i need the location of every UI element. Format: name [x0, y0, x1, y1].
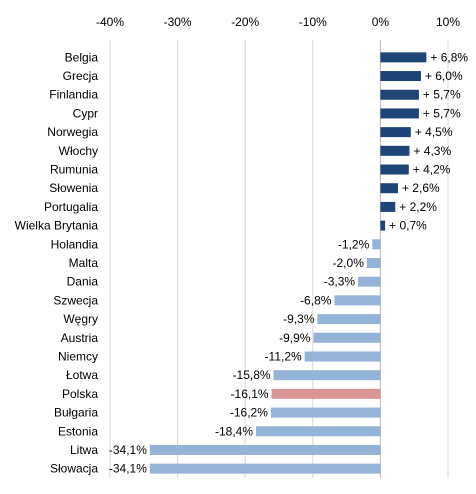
value-label: -16,2%	[230, 406, 268, 420]
bar	[271, 388, 381, 399]
category-label: Norwegia	[47, 125, 98, 139]
x-tick-label: 0%	[372, 15, 390, 29]
value-label: -6,8%	[300, 293, 332, 307]
bar	[304, 351, 381, 362]
category-label: Grecja	[63, 69, 99, 83]
value-label: + 5,7%	[423, 106, 461, 120]
bar	[380, 145, 410, 156]
bar	[149, 444, 381, 455]
value-label: -34,1%	[109, 462, 147, 476]
value-label: -16,1%	[231, 387, 269, 401]
x-tick-label: -10%	[299, 15, 327, 29]
category-label: Cypr	[73, 106, 98, 120]
category-label: Portugalia	[44, 200, 98, 214]
bar	[149, 463, 381, 474]
category-label: Szwecja	[53, 293, 98, 307]
bar	[380, 220, 386, 231]
bar	[380, 127, 411, 138]
value-label: + 5,7%	[423, 88, 461, 102]
bar	[380, 89, 419, 100]
category-label: Włochy	[59, 144, 98, 158]
value-label: -2,0%	[333, 256, 365, 270]
category-label: Rumunia	[50, 163, 98, 177]
bars	[149, 52, 427, 474]
value-labels: + 6,8% + 6,0% + 5,7% + 5,7% + 4,5% + 4,3% + 4,…	[109, 50, 469, 475]
bar	[380, 183, 398, 194]
category-labels: Belgia Grecja Finlandia Cypr Norwegia Włochy R…	[15, 50, 99, 475]
category-label: Litwa	[70, 443, 98, 457]
x-tick-label: 10%	[436, 15, 460, 29]
category-label: Słowacja	[50, 462, 98, 476]
value-label: + 4,3%	[413, 144, 451, 158]
category-label: Węgry	[63, 312, 98, 326]
value-label: -9,3%	[283, 312, 315, 326]
value-label: + 4,2%	[413, 163, 451, 177]
value-label: + 6,0%	[425, 69, 463, 83]
bar	[317, 314, 381, 325]
value-label: -9,9%	[279, 331, 311, 345]
bar	[256, 426, 381, 437]
bar	[380, 52, 427, 63]
bar	[380, 71, 421, 82]
bar	[380, 164, 409, 175]
bar	[366, 258, 381, 268]
category-label: Niemcy	[58, 349, 98, 363]
category-label: Holandia	[51, 237, 99, 251]
category-label: Estonia	[58, 424, 98, 438]
x-tick-label: -20%	[231, 15, 259, 29]
category-label: Słowenia	[49, 181, 98, 195]
x-tick-label: -40%	[96, 15, 124, 29]
category-label: Bułgaria	[54, 406, 98, 420]
bar	[270, 407, 381, 418]
category-label: Austria	[61, 331, 99, 345]
value-label: + 4,5%	[415, 125, 453, 139]
category-label: Finlandia	[49, 88, 98, 102]
category-label: Malta	[69, 256, 99, 270]
bar	[313, 332, 381, 343]
bar	[334, 295, 381, 306]
bar	[380, 108, 419, 119]
value-label: + 0,7%	[389, 219, 427, 233]
value-label: -3,3%	[324, 275, 356, 289]
x-axis-ticks: -40% -30% -20% -10% 0% 10%	[96, 15, 460, 29]
category-label: Wielka Brytania	[15, 219, 99, 233]
value-label: -18,4%	[215, 424, 253, 438]
value-label: -11,2%	[265, 349, 302, 363]
category-label: Dania	[67, 275, 99, 289]
bar	[358, 276, 381, 287]
bar	[372, 239, 381, 250]
x-tick-label: -30%	[164, 15, 192, 29]
value-label: -15,8%	[233, 368, 271, 382]
value-label: -1,2%	[338, 237, 370, 251]
value-label: + 2,6%	[402, 181, 440, 195]
category-label: Belgia	[65, 50, 99, 64]
value-label: + 2,2%	[399, 200, 437, 214]
bar	[380, 201, 396, 212]
value-label: -34,1%	[109, 443, 147, 457]
bar	[273, 370, 381, 381]
value-label: + 6,8%	[430, 50, 468, 64]
category-label: Łotwa	[66, 368, 98, 382]
category-label: Polska	[62, 387, 98, 401]
